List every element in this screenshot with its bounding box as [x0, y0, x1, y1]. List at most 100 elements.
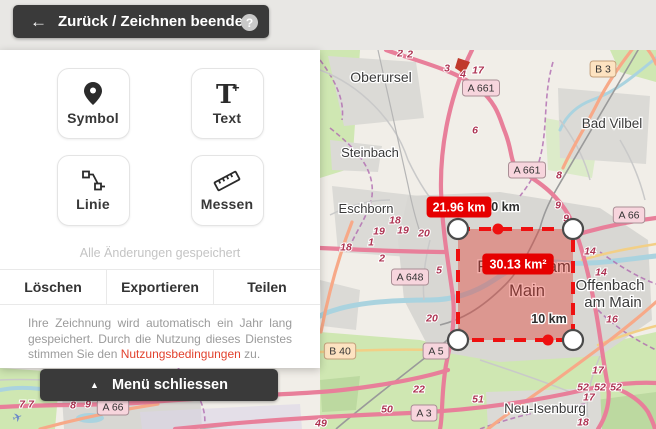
tool-measure-button[interactable]: Messen	[190, 155, 264, 226]
tool-line-button[interactable]: Linie	[56, 155, 130, 226]
svg-text:A 661: A 661	[514, 165, 541, 177]
exit-number: 50	[381, 404, 393, 416]
svg-text:A 66: A 66	[618, 210, 639, 222]
map-area[interactable]: ✈ A 661 A 661 A 66 A 648 A 5 A 3 A 66 B 3 B 40 2…	[0, 50, 656, 429]
scale-label: 10 km	[531, 312, 566, 326]
road-badge: A 661	[508, 161, 546, 179]
exit-number: 1	[368, 237, 374, 249]
road-badge: A 66	[612, 206, 646, 224]
chevron-up-icon: ▲	[90, 379, 99, 390]
exit-number: 5	[436, 265, 442, 277]
map-canvas: ✈ A 661 A 661 A 66 A 648 A 5 A 3 A 66 B 3 B 40 2…	[0, 50, 656, 429]
svg-text:+: +	[232, 81, 240, 95]
exit-number: 20	[417, 228, 430, 240]
measurement-rectangle[interactable]	[456, 227, 575, 342]
exit-number: 7	[19, 399, 26, 411]
exit-number: 18	[389, 215, 401, 227]
polyline-icon	[81, 170, 105, 190]
city-label: am Main	[584, 294, 642, 311]
exit-number: 52	[577, 382, 589, 394]
exit-number: 14	[595, 267, 607, 279]
svg-text:30.13 km²: 30.13 km²	[490, 258, 547, 272]
edge-midpoint-handle-bottom[interactable]	[542, 334, 554, 346]
corner-handle-nw[interactable]	[446, 217, 470, 241]
close-menu-label: Menü schliessen	[111, 377, 228, 393]
city-label: Neu-Isenburg	[504, 401, 586, 416]
road-badge: A 5	[422, 342, 450, 360]
map-pin-icon	[84, 82, 102, 105]
export-button[interactable]: Exportieren	[107, 270, 214, 304]
exit-number: 17	[583, 392, 596, 404]
exit-number: 20	[425, 313, 438, 325]
exit-number: 17	[592, 365, 605, 377]
road-badge: A 66	[96, 398, 130, 416]
scale-labels-layer: 20 km 10 km	[483, 199, 568, 328]
back-arrow-icon: ←	[30, 12, 47, 31]
exit-number: 7	[28, 399, 35, 411]
exit-number: 16	[606, 314, 618, 326]
exit-number: 52	[610, 382, 622, 394]
city-label: Bad Vilbel	[582, 116, 643, 131]
svg-text:A 648: A 648	[397, 272, 424, 284]
tool-label: Text	[212, 110, 242, 126]
tool-text-button[interactable]: T + Text	[190, 68, 264, 139]
road-badge: A 648	[391, 268, 429, 286]
svg-text:A 66: A 66	[102, 402, 123, 414]
road-badge: A 661	[462, 79, 500, 97]
disclaimer-after: zu.	[240, 347, 261, 362]
svg-text:A 661: A 661	[468, 83, 495, 95]
drawing-panel: Symbol T + Text Linie	[0, 50, 320, 368]
corner-handle-se[interactable]	[561, 328, 585, 352]
share-button[interactable]: Teilen	[214, 270, 320, 304]
exit-number: 4	[459, 69, 466, 81]
saved-status: Alle Änderungen gespeichert	[79, 246, 241, 260]
edge-midpoint-handle-top[interactable]	[492, 223, 504, 235]
exit-number: 2	[378, 253, 385, 265]
city-label: Eschborn	[339, 201, 394, 216]
exit-number: 3	[444, 63, 450, 75]
scale-label: 20 km	[484, 200, 519, 214]
city-label: Main	[509, 282, 545, 300]
svg-text:A 3: A 3	[416, 408, 431, 420]
exit-number: 18	[340, 242, 352, 254]
exit-number: 8	[70, 400, 76, 412]
exit-number: 17	[472, 65, 485, 77]
exit-number: 18	[577, 417, 589, 429]
tool-grid: Symbol T + Text Linie	[0, 50, 320, 226]
city-label: Steinbach	[341, 145, 399, 160]
back-button[interactable]: ← Zurück / Zeichnen beenden	[13, 5, 270, 38]
measurement-overlay	[456, 227, 575, 342]
measurement-value-pill: 21.96 km	[426, 196, 492, 218]
help-icon[interactable]: ?	[241, 14, 258, 31]
svg-text:B 3: B 3	[595, 64, 611, 76]
measurement-pills-layer: 21.96 km 30.13 km²	[426, 196, 554, 275]
city-label: Oberursel	[350, 69, 411, 85]
exit-number: 51	[472, 394, 484, 406]
measurement-value-pill: 30.13 km²	[482, 253, 554, 275]
road-badges-layer: A 661 A 661 A 66 A 648 A 5 A 3 A 66 B 3 B 40	[96, 60, 646, 422]
road-badge: B 3	[589, 60, 617, 78]
exit-number: 52	[594, 382, 606, 394]
exit-number: 9	[85, 399, 91, 411]
svg-text:A 5: A 5	[428, 346, 443, 358]
disclaimer-before: Ihre Zeichnung wird automatisch ein Jahr…	[28, 316, 292, 362]
corner-handle-sw[interactable]	[446, 328, 470, 352]
tool-symbol-button[interactable]: Symbol	[56, 68, 130, 139]
junction-marker	[455, 58, 470, 74]
exit-number: 19	[397, 225, 409, 237]
exit-number: 22	[412, 384, 425, 396]
city-label: Offenbach	[576, 277, 645, 294]
disclaimer-text: Ihre Zeichnung wird automatisch ein Jahr…	[28, 316, 292, 363]
tool-label: Symbol	[67, 110, 119, 126]
corner-handle-ne[interactable]	[561, 217, 585, 241]
delete-button[interactable]: Löschen	[0, 270, 107, 304]
exit-number: 9	[555, 200, 561, 212]
handles-layer	[446, 217, 585, 352]
terms-link[interactable]: Nutzungsbedingungen	[120, 347, 241, 362]
action-row: Löschen Exportieren Teilen	[0, 269, 320, 305]
road-badge: B 40	[323, 342, 357, 360]
close-menu-button[interactable]: ▲ Menü schliessen	[40, 369, 278, 401]
ruler-icon	[213, 170, 241, 192]
exit-number: 9	[563, 213, 569, 225]
